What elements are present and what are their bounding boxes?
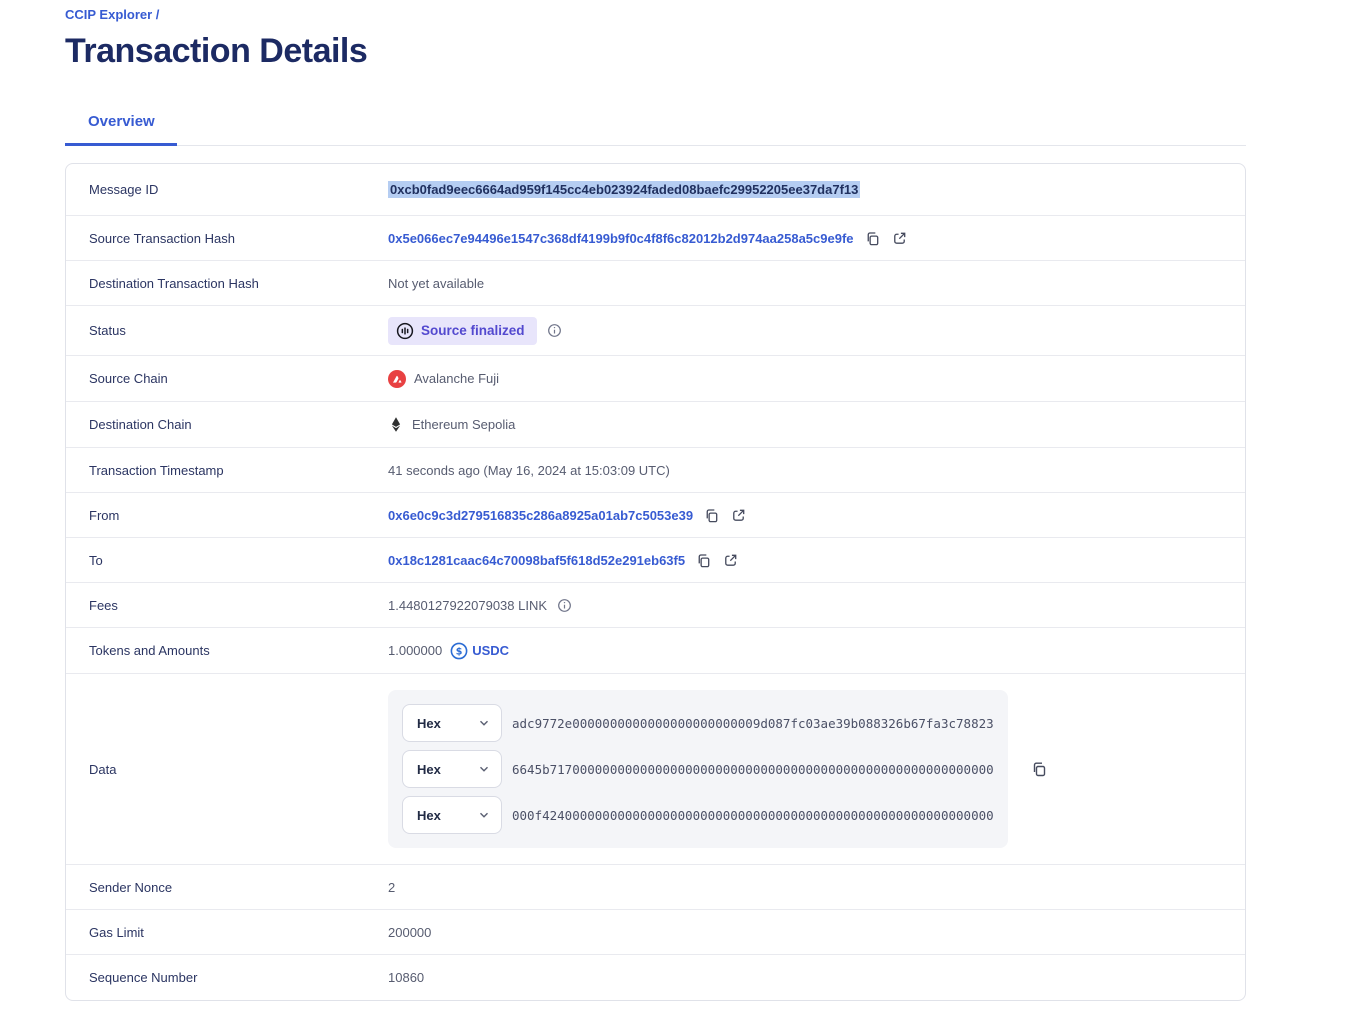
token-symbol-link[interactable]: USDC: [472, 643, 510, 658]
fees-value: 1.4480127922079038 LINK: [388, 597, 548, 613]
data-line: Hex 000f42400000000000000000000000000000…: [402, 796, 994, 834]
row-label: Destination Chain: [89, 417, 192, 432]
status-badge: Source finalized: [388, 316, 537, 345]
copy-icon[interactable]: [864, 230, 881, 247]
from-address-link[interactable]: 0x6e0c9c3d279516835c286a8925a01ab7c5053e…: [388, 507, 694, 523]
copy-icon[interactable]: [1030, 760, 1048, 778]
breadcrumb[interactable]: CCIP Explorer /: [65, 7, 160, 22]
to-address-link[interactable]: 0x18c1281caac64c70098baf5f618d52e291eb63…: [388, 552, 686, 568]
usdc-icon: $: [450, 642, 468, 660]
data-hex-box: Hex adc9772e0000000000000000000000009d08…: [388, 690, 1008, 848]
row-label: Data: [89, 761, 117, 777]
info-icon[interactable]: [547, 323, 562, 338]
data-hex-line: 000f424000000000000000000000000000000000…: [512, 807, 994, 823]
source-finalized-icon: [396, 322, 414, 340]
source-tx-hash-link[interactable]: 0x5e066ec7e94496e1547c368df4199b9f0c4f8f…: [388, 230, 854, 246]
sequence-number-value: 10860: [388, 970, 425, 985]
row-label: Gas Limit: [89, 924, 144, 940]
transaction-timestamp-value: 41 seconds ago (May 16, 2024 at 15:03:09…: [388, 462, 670, 478]
chevron-down-icon: [477, 762, 491, 776]
row-label: Status: [89, 323, 126, 338]
tab-overview[interactable]: Overview: [65, 105, 177, 146]
row-label: Tokens and Amounts: [89, 643, 210, 658]
row-destination-tx-hash: Destination Transaction Hash Not yet ava…: [66, 261, 1245, 306]
hex-format-label: Hex: [417, 715, 441, 731]
row-transaction-timestamp: Transaction Timestamp 41 seconds ago (Ma…: [66, 448, 1245, 493]
info-icon[interactable]: [557, 598, 572, 613]
row-label: Sequence Number: [89, 970, 198, 985]
external-link-icon[interactable]: [722, 552, 739, 569]
hex-format-dropdown[interactable]: Hex: [402, 796, 502, 834]
external-link-icon[interactable]: [891, 230, 908, 247]
row-label: Message ID: [89, 182, 159, 197]
row-destination-chain: Destination Chain Ethereum Sepolia: [66, 402, 1245, 448]
row-from: From 0x6e0c9c3d279516835c286a8925a01ab7c…: [66, 493, 1245, 538]
row-label: From: [89, 507, 120, 523]
row-tokens-and-amounts: Tokens and Amounts 1.000000 $ USDC: [66, 628, 1245, 674]
data-line: Hex adc9772e0000000000000000000000009d08…: [402, 704, 994, 742]
row-status: Status Source finalized: [66, 306, 1245, 356]
tab-bar: Overview: [65, 105, 1246, 146]
row-data: Data Hex adc9772e00000000000000000000000…: [66, 674, 1245, 865]
copy-icon[interactable]: [695, 552, 712, 569]
row-label: To: [89, 552, 103, 568]
row-source-chain: Source Chain Avalanche Fuji: [66, 356, 1245, 402]
status-badge-label: Source finalized: [421, 323, 525, 338]
hex-format-dropdown[interactable]: Hex: [402, 704, 502, 742]
message-id-value: 0xcb0fad9eec6664ad959f145cc4eb023924fade…: [388, 181, 861, 198]
row-sender-nonce: Sender Nonce 2: [66, 865, 1245, 910]
hex-format-label: Hex: [417, 761, 441, 777]
data-hex-line: adc9772e0000000000000000000000009d087fc0…: [512, 715, 994, 731]
row-label: Destination Transaction Hash: [89, 275, 259, 291]
sender-nonce-value: 2: [388, 879, 396, 895]
ethereum-icon: [388, 416, 404, 433]
external-link-icon[interactable]: [730, 507, 747, 524]
source-chain-value: Avalanche Fuji: [414, 371, 500, 386]
row-label: Fees: [89, 597, 118, 613]
avalanche-icon: [388, 369, 406, 388]
destination-tx-hash-value: Not yet available: [388, 275, 485, 291]
row-label: Source Chain: [89, 371, 168, 386]
destination-chain-value: Ethereum Sepolia: [412, 417, 516, 432]
hex-format-label: Hex: [417, 807, 441, 823]
hex-format-dropdown[interactable]: Hex: [402, 750, 502, 788]
gas-limit-value: 200000: [388, 924, 432, 940]
row-label: Source Transaction Hash: [89, 230, 235, 246]
row-source-tx-hash: Source Transaction Hash 0x5e066ec7e94496…: [66, 216, 1245, 261]
data-hex-line: 6645b71700000000000000000000000000000000…: [512, 761, 994, 777]
row-gas-limit: Gas Limit 200000: [66, 910, 1245, 955]
row-fees: Fees 1.4480127922079038 LINK: [66, 583, 1245, 628]
svg-text:$: $: [456, 646, 463, 657]
row-message-id: Message ID 0xcb0fad9eec6664ad959f145cc4e…: [66, 164, 1245, 216]
row-sequence-number: Sequence Number 10860: [66, 955, 1245, 1000]
copy-icon[interactable]: [703, 507, 720, 524]
chevron-down-icon: [477, 716, 491, 730]
details-card: Message ID 0xcb0fad9eec6664ad959f145cc4e…: [65, 163, 1246, 1001]
row-label: Transaction Timestamp: [89, 462, 224, 478]
chevron-down-icon: [477, 808, 491, 822]
token-amount-value: 1.000000: [388, 643, 443, 658]
row-label: Sender Nonce: [89, 879, 173, 895]
row-to: To 0x18c1281caac64c70098baf5f618d52e291e…: [66, 538, 1245, 583]
page-title: Transaction Details: [65, 32, 368, 70]
data-line: Hex 6645b7170000000000000000000000000000…: [402, 750, 994, 788]
